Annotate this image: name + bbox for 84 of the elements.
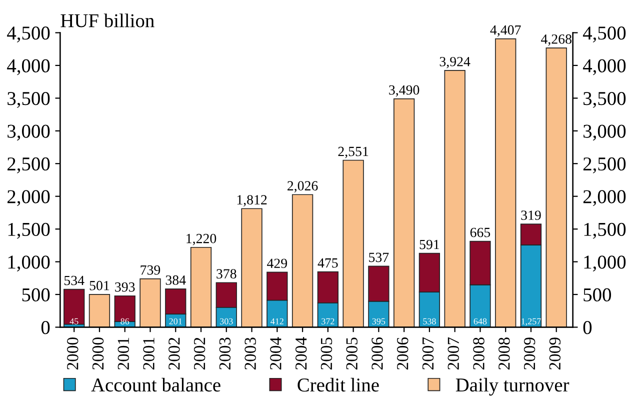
y-tick-label: 1,000 <box>8 256 50 272</box>
y-tick-label: 4,000 <box>7 59 50 76</box>
x-tick-label: 2000 <box>67 338 78 370</box>
data-label: 537 <box>369 252 389 262</box>
data-label: 475 <box>318 258 338 268</box>
data-label: 201 <box>169 318 182 324</box>
y-axis-title: HUF billion <box>60 14 154 28</box>
y-tick-label: 1,500 <box>8 222 50 239</box>
bar <box>292 194 314 328</box>
data-label: 1,220 <box>186 234 216 246</box>
y2-tick-label: 2,000 <box>583 190 626 206</box>
y2-tick-label: 2,500 <box>583 157 626 174</box>
x-tick-label: 2001 <box>143 338 154 370</box>
data-label: 4,268 <box>541 34 572 46</box>
data-label: 739 <box>140 265 160 275</box>
data-label: 534 <box>64 276 84 286</box>
data-label: 1,257 <box>522 318 541 326</box>
y2-tick-label: 1,500 <box>584 222 626 239</box>
x-tick-label: 2004 <box>270 337 282 370</box>
x-tick-label: 2006 <box>396 337 408 370</box>
data-label: 4,407 <box>490 25 521 37</box>
x-tick-label: 2003 <box>219 338 231 370</box>
data-label: 3,490 <box>389 85 420 97</box>
bar <box>190 246 212 328</box>
y-tick-label: 2,500 <box>8 157 50 174</box>
x-tick-label: 2008 <box>498 338 510 370</box>
x-tick-label: 2004 <box>295 337 307 370</box>
data-label: 501 <box>90 280 110 290</box>
x-tick-label: 2009 <box>549 338 561 370</box>
y2-tick-label: 4,000 <box>582 59 626 76</box>
data-label: 378 <box>216 269 236 279</box>
data-label: 3,924 <box>440 56 470 68</box>
x-tick-label: 2000 <box>92 338 104 370</box>
data-label: 2,026 <box>288 181 318 192</box>
bar <box>393 98 415 328</box>
bar <box>444 70 466 328</box>
x-tick-label: 2005 <box>346 338 358 370</box>
bar <box>546 47 567 328</box>
data-label: 1,812 <box>237 195 267 206</box>
x-tick-label: 2001 <box>118 338 130 370</box>
y-tick-label: 3,500 <box>8 92 50 108</box>
legend-label: Credit line <box>298 378 379 392</box>
bar <box>88 294 110 328</box>
bar <box>342 160 364 328</box>
x-tick-label: 2007 <box>422 337 434 370</box>
y-tick-label: 500 <box>22 288 50 302</box>
y-tick-label: 3,000 <box>8 124 50 141</box>
x-tick-label: 2005 <box>320 338 332 370</box>
y2-tick-label: 3,000 <box>584 124 626 141</box>
bar <box>64 288 85 325</box>
data-label: 412 <box>270 318 284 324</box>
data-label: 303 <box>220 318 233 324</box>
data-label: 395 <box>372 318 386 324</box>
y2-tick-label: 1,000 <box>584 256 626 272</box>
y2-tick-label: 500 <box>584 288 612 302</box>
y-tick-label: 2,000 <box>8 190 50 206</box>
data-label: 2,551 <box>338 146 368 158</box>
data-label: 665 <box>470 228 490 238</box>
x-tick-label: 2008 <box>473 338 484 370</box>
data-label: 384 <box>166 275 186 285</box>
x-tick-label: 2002 <box>194 338 206 370</box>
data-label: 591 <box>420 240 440 250</box>
y-tick-label: 4,500 <box>7 26 50 42</box>
x-tick-label: 2002 <box>168 338 180 370</box>
legend-label: Account balance <box>91 378 220 392</box>
y2-tick-label: 4,500 <box>582 26 626 42</box>
bar <box>140 278 161 328</box>
y2-tick-label: 3,500 <box>584 92 626 108</box>
legend-label: Daily turnover <box>456 378 570 396</box>
bar <box>495 38 516 328</box>
data-label: 393 <box>115 282 135 292</box>
bar <box>241 208 262 328</box>
x-tick-label: 2006 <box>372 337 383 370</box>
y-tick-label: 0 <box>41 321 50 334</box>
x-tick-label: 2007 <box>448 337 460 370</box>
data-label: 648 <box>474 318 487 324</box>
data-label: 372 <box>322 318 334 324</box>
data-label: 429 <box>267 258 288 268</box>
data-label: 538 <box>423 318 436 324</box>
data-label: 45 <box>70 318 78 324</box>
x-tick-label: 2003 <box>244 338 256 370</box>
data-label: 319 <box>521 210 541 220</box>
x-tick-label: 2009 <box>524 338 536 370</box>
y2-tick-label: 0 <box>583 321 592 334</box>
